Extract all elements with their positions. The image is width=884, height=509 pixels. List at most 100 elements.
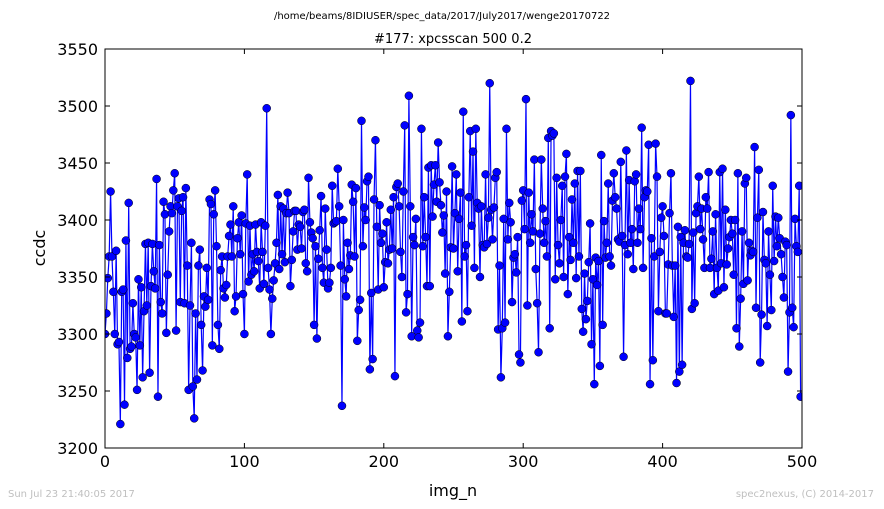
data-point (449, 244, 458, 253)
data-point (506, 218, 515, 227)
data-point (549, 129, 559, 138)
data-point (774, 213, 783, 222)
data-point (602, 238, 612, 248)
data-point (762, 321, 772, 331)
data-point (371, 135, 380, 145)
data-point (708, 227, 718, 236)
data-point (778, 272, 787, 282)
data-point (220, 293, 230, 302)
data-point (414, 333, 423, 342)
data-point (350, 252, 359, 261)
data-point (651, 139, 660, 148)
data-point (269, 276, 278, 285)
data-point (110, 329, 120, 339)
data-point (475, 272, 485, 282)
data-point (622, 146, 631, 155)
y-tick-label: 3500 (57, 97, 98, 116)
data-point (564, 232, 574, 242)
data-point (612, 204, 621, 213)
data-point (376, 238, 386, 248)
data-point (343, 238, 352, 248)
data-point (537, 155, 546, 164)
data-point (492, 167, 501, 177)
data-point (695, 224, 705, 234)
data-point (259, 279, 269, 289)
data-point (636, 224, 645, 234)
x-tick-label: 200 (369, 452, 400, 471)
data-point (167, 208, 177, 218)
data-point (308, 233, 317, 243)
data-point (337, 401, 347, 411)
data-point (588, 275, 598, 284)
data-point (521, 94, 531, 104)
data-point (477, 202, 486, 211)
data-point (754, 165, 764, 175)
data-point (627, 224, 637, 234)
data-point (364, 172, 373, 181)
data-point (468, 147, 478, 156)
plot-frame (104, 48, 803, 449)
data-point (513, 232, 522, 242)
data-point (351, 183, 361, 193)
series-layer (105, 76, 802, 429)
data-point (109, 287, 118, 297)
data-point (261, 221, 270, 230)
data-point (202, 263, 212, 273)
data-point (463, 306, 472, 316)
data-point (183, 261, 192, 270)
data-point (411, 214, 421, 224)
data-point (500, 318, 510, 327)
data-point (286, 281, 295, 291)
data-point (262, 104, 271, 113)
data-point (442, 187, 451, 196)
data-point (765, 270, 775, 279)
data-point (439, 211, 448, 220)
data-point (707, 254, 716, 264)
data-point (399, 187, 408, 196)
data-point (502, 124, 511, 134)
data-point (291, 206, 301, 216)
data-point (327, 181, 337, 191)
data-point (315, 226, 324, 235)
data-point (118, 285, 128, 294)
data-point (680, 226, 690, 235)
data-point (531, 264, 540, 274)
data-point (587, 340, 596, 349)
data-point (499, 214, 508, 224)
data-point (316, 191, 326, 201)
data-point (155, 240, 164, 250)
data-point (145, 368, 154, 378)
data-point (698, 235, 708, 244)
header-path: /home/beams/8IDIUSER/spec_data/2017/July… (274, 11, 610, 22)
data-point (209, 210, 218, 219)
data-point (542, 252, 552, 261)
x-tick-label: 100 (229, 452, 260, 471)
data-point (735, 342, 744, 351)
data-point (406, 202, 415, 211)
data-point (169, 186, 178, 195)
data-point (418, 241, 428, 251)
data-point (684, 239, 694, 249)
data-point (212, 241, 221, 251)
data-point (443, 332, 453, 341)
data-point (553, 240, 563, 250)
data-point (757, 310, 766, 319)
data-point (354, 305, 363, 315)
data-point (535, 229, 545, 238)
data-point (403, 289, 412, 299)
data-point (485, 78, 494, 88)
data-point (722, 260, 731, 269)
data-point (185, 301, 195, 310)
data-point (633, 238, 642, 248)
data-point (305, 218, 315, 227)
data-point (569, 238, 578, 248)
data-point (570, 179, 580, 188)
data-point (630, 176, 639, 186)
data-point (683, 253, 692, 262)
data-point (265, 285, 274, 294)
data-point (719, 283, 729, 292)
data-point (148, 239, 157, 249)
data-point (226, 220, 235, 229)
data-point (378, 229, 387, 238)
